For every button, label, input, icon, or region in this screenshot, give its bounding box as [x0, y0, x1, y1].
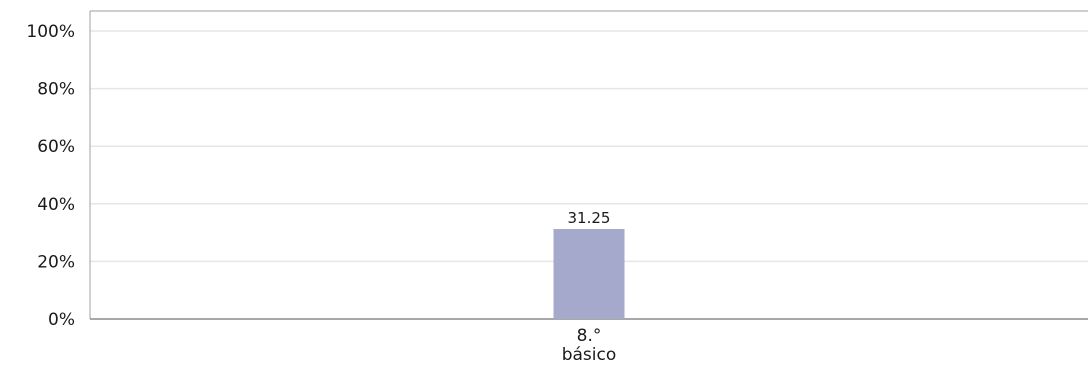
y-tick-label: 20%	[37, 252, 75, 272]
bar	[553, 229, 625, 319]
data-labels: 31.25	[568, 209, 611, 227]
y-tick-label: 80%	[37, 80, 75, 100]
y-tick-label: 60%	[37, 137, 75, 157]
x-axis-ticks: 8.° básico	[562, 326, 617, 365]
bar-data-label: 31.25	[568, 209, 611, 227]
y-tick-label: 40%	[37, 195, 75, 215]
gridlines	[90, 30, 1088, 263]
y-axis-ticks: 0% 20% 40% 60% 80% 100%	[26, 22, 75, 330]
y-tick-label: 100%	[26, 22, 75, 42]
y-tick-label: 0%	[48, 310, 75, 330]
bars	[553, 229, 625, 319]
x-tick-label: 8.° básico	[562, 326, 617, 365]
